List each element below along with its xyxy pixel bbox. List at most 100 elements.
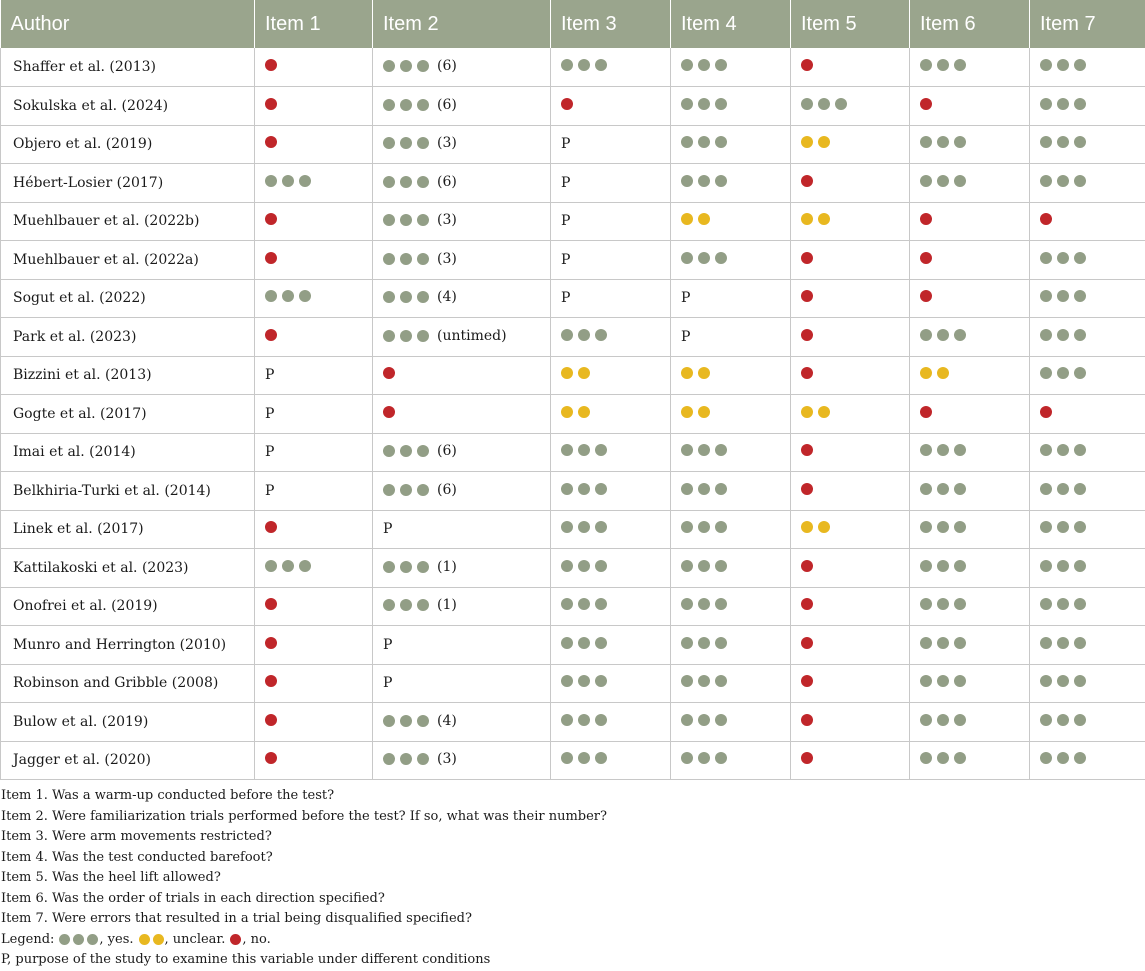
green-dot-icon [400, 214, 412, 226]
no-rating-icon [920, 406, 932, 418]
green-dot-icon [595, 714, 607, 726]
no-rating-icon [801, 483, 813, 495]
item-3-cell: P [551, 202, 671, 241]
yes-rating-icon [561, 329, 607, 341]
yellow-dot-icon [698, 406, 710, 418]
no-rating-icon [920, 252, 932, 264]
no-rating-icon [801, 367, 813, 379]
green-dot-icon [715, 252, 727, 264]
item-3-cell [551, 587, 671, 626]
item-4-cell: P [671, 279, 791, 318]
trial-count: (4) [437, 289, 457, 305]
red-dot-icon [383, 406, 395, 418]
green-dot-icon [1074, 98, 1086, 110]
yes-rating-icon [383, 715, 429, 727]
yes-rating-icon [383, 214, 429, 226]
no-rating-icon [265, 329, 277, 341]
green-dot-icon [954, 521, 966, 533]
green-dot-icon [561, 329, 573, 341]
item-5-cell [791, 549, 910, 588]
green-dot-icon [578, 444, 590, 456]
item-3-cell [551, 48, 671, 87]
author-cell: Munro and Herrington (2010) [1, 626, 255, 665]
green-dot-icon [400, 137, 412, 149]
green-dot-icon [383, 291, 395, 303]
item-5-cell [791, 125, 910, 164]
green-dot-icon [265, 175, 277, 187]
green-dot-icon [698, 59, 710, 71]
red-dot-icon [920, 98, 932, 110]
yes-rating-icon [265, 560, 311, 572]
green-dot-icon [937, 714, 949, 726]
no-rating-icon [801, 560, 813, 572]
unclear-rating-icon [681, 367, 710, 379]
green-dot-icon [1040, 175, 1052, 187]
yes-rating-icon [801, 98, 847, 110]
item-7-cell [1030, 395, 1145, 434]
item-2-cell: (6) [373, 472, 551, 511]
green-dot-icon [954, 444, 966, 456]
green-dot-icon [595, 637, 607, 649]
red-dot-icon [265, 714, 277, 726]
red-dot-icon [801, 675, 813, 687]
yes-rating-icon [383, 176, 429, 188]
red-dot-icon [1040, 406, 1052, 418]
green-dot-icon [595, 444, 607, 456]
no-rating-icon [801, 675, 813, 687]
red-dot-icon [801, 560, 813, 572]
item-5-cell [791, 664, 910, 703]
red-dot-icon [920, 406, 932, 418]
yes-rating-icon [920, 560, 966, 572]
yes-rating-icon [681, 483, 727, 495]
table-row: Onofrei et al. (2019)(1) [1, 587, 1145, 626]
yellow-dot-icon [681, 213, 693, 225]
green-dot-icon [1074, 175, 1086, 187]
no-rating-icon [801, 637, 813, 649]
green-dot-icon [1057, 290, 1069, 302]
yellow-dot-icon [681, 367, 693, 379]
no-rating-icon [801, 175, 813, 187]
yes-rating-icon [1040, 714, 1086, 726]
green-dot-icon [954, 175, 966, 187]
green-dot-icon [715, 175, 727, 187]
green-dot-icon [1040, 752, 1052, 764]
item-5-cell [791, 626, 910, 665]
green-dot-icon [698, 714, 710, 726]
green-dot-icon [1040, 598, 1052, 610]
item-7-cell [1030, 549, 1145, 588]
item-1-cell: P [255, 472, 373, 511]
item-3-cell: P [551, 164, 671, 203]
trial-count: (6) [437, 482, 457, 498]
yes-rating-icon [920, 329, 966, 341]
item-4-cell [671, 703, 791, 742]
green-dot-icon [698, 444, 710, 456]
yellow-dot-icon [681, 406, 693, 418]
green-dot-icon [954, 752, 966, 764]
red-dot-icon [801, 175, 813, 187]
green-dot-icon [400, 253, 412, 265]
green-dot-icon [698, 675, 710, 687]
green-dot-icon [1040, 367, 1052, 379]
table-row: Jagger et al. (2020)(3) [1, 741, 1145, 780]
green-dot-icon [561, 675, 573, 687]
green-dot-icon [1057, 98, 1069, 110]
green-dot-icon [1040, 252, 1052, 264]
item-1-cell: P [255, 356, 373, 395]
green-dot-icon [578, 483, 590, 495]
red-dot-icon [265, 213, 277, 225]
green-dot-icon [578, 637, 590, 649]
table-row: Munro and Herrington (2010)P [1, 626, 1145, 665]
item-5-cell [791, 87, 910, 126]
header-item-6: Item 6 [910, 0, 1030, 48]
item-1-cell [255, 318, 373, 357]
author-cell: Sokulska et al. (2024) [1, 87, 255, 126]
item-6-cell [910, 48, 1030, 87]
green-dot-icon [383, 214, 395, 226]
purpose-marker: P [561, 252, 570, 268]
green-dot-icon [417, 561, 429, 573]
yes-rating-icon [265, 175, 311, 187]
green-dot-icon [282, 290, 294, 302]
unclear-rating-icon [139, 934, 164, 945]
green-dot-icon [578, 329, 590, 341]
green-dot-icon [937, 329, 949, 341]
